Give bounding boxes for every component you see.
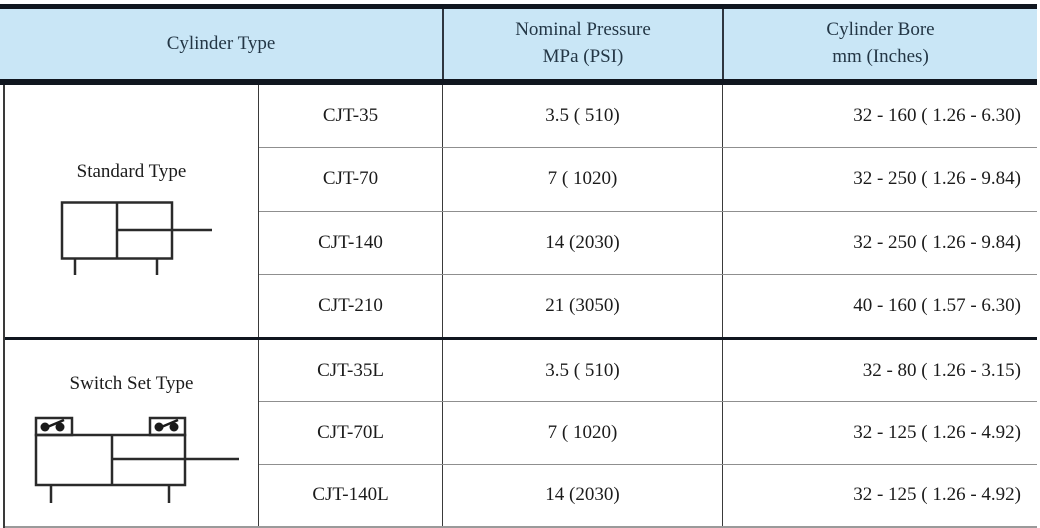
pressure-cell: 3.5 ( 510) — [442, 340, 722, 402]
model-cell: CJT-70L — [317, 421, 384, 443]
pressure-cell: 14 (2030) — [442, 211, 722, 274]
rows-standard: CJT-35 3.5 ( 510) 32 - 160 ( 1.26 - 6.30… — [259, 85, 1037, 337]
table-row: CJT-35 3.5 ( 510) 32 - 160 ( 1.26 - 6.30… — [259, 85, 1037, 148]
table-row: CJT-35L 3.5 ( 510) 32 - 80 ( 1.26 - 3.15… — [259, 340, 1037, 402]
pressure-cell: 3.5 ( 510) — [442, 85, 722, 148]
model-cell: CJT-35L — [317, 359, 384, 381]
table-header-row: Cylinder Type Nominal Pressure MPa (PSI)… — [0, 4, 1037, 85]
bore-cell: 40 - 160 ( 1.57 - 6.30) — [722, 274, 1037, 337]
header-nominal-pressure-line1: Nominal Pressure — [515, 19, 651, 41]
section-switch-set-type: Switch Set Type — [5, 340, 1037, 528]
pressure-cell: 7 ( 1020) — [442, 148, 722, 211]
model-cell: CJT-35 — [322, 105, 379, 127]
table-row: CJT-70L 7 ( 1020) 32 - 125 ( 1.26 - 4.92… — [259, 401, 1037, 464]
standard-cylinder-diagram — [60, 201, 212, 275]
header-nominal-pressure: Nominal Pressure MPa (PSI) — [442, 9, 722, 79]
type-cell-switch-set: Switch Set Type — [5, 340, 259, 526]
bore-cell: 32 - 125 ( 1.26 - 4.92) — [722, 402, 1037, 464]
table-row: CJT-140L 14 (2030) 32 - 125 ( 1.26 - 4.9… — [259, 463, 1037, 526]
header-nominal-pressure-line2: MPa (PSI) — [542, 46, 624, 67]
bore-cell: 32 - 250 ( 1.26 - 9.84) — [722, 148, 1037, 211]
bore-cell: 32 - 160 ( 1.26 - 6.30) — [722, 85, 1037, 148]
bore-cell: 32 - 250 ( 1.26 - 9.84) — [722, 211, 1037, 274]
pressure-cell: 21 (3050) — [442, 274, 722, 337]
table-body: Standard Type CJT-35 3.5 ( 510) 32 - 160… — [3, 85, 1037, 528]
rows-switch-set: CJT-35L 3.5 ( 510) 32 - 80 ( 1.26 - 3.15… — [259, 340, 1037, 526]
header-cylinder-bore-line2: mm (Inches) — [832, 46, 929, 67]
type-label-switch-set: Switch Set Type — [69, 373, 194, 394]
header-cylinder-bore: Cylinder Bore mm (Inches) — [722, 9, 1037, 79]
pressure-cell: 7 ( 1020) — [442, 402, 722, 464]
model-cell: CJT-210 — [318, 294, 383, 316]
bore-cell: 32 - 125 ( 1.26 - 4.92) — [722, 464, 1037, 526]
type-cell-standard: Standard Type — [5, 85, 259, 337]
switch-set-cylinder-diagram — [34, 416, 239, 503]
header-cylinder-bore-line1: Cylinder Bore — [826, 19, 935, 41]
section-standard-type: Standard Type CJT-35 3.5 ( 510) 32 - 160… — [5, 85, 1037, 340]
table-row: CJT-210 21 (3050) 40 - 160 ( 1.57 - 6.30… — [259, 273, 1037, 337]
table-row: CJT-140 14 (2030) 32 - 250 ( 1.26 - 9.84… — [259, 210, 1037, 274]
header-cylinder-type-label: Cylinder Type — [166, 32, 276, 54]
type-label-standard: Standard Type — [76, 161, 187, 182]
model-cell: CJT-140 — [318, 231, 383, 253]
header-cylinder-type: Cylinder Type — [0, 9, 442, 79]
pressure-cell: 14 (2030) — [442, 464, 722, 526]
model-cell: CJT-70 — [322, 168, 379, 190]
table-row: CJT-70 7 ( 1020) 32 - 250 ( 1.26 - 9.84) — [259, 147, 1037, 211]
model-cell: CJT-140L — [312, 484, 389, 506]
bore-cell: 32 - 80 ( 1.26 - 3.15) — [722, 340, 1037, 402]
